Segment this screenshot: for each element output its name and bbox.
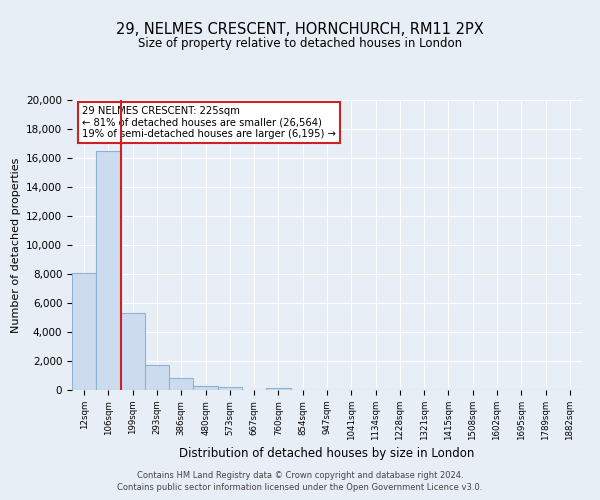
Bar: [145, 364, 169, 390]
Bar: [193, 386, 218, 390]
Text: 29 NELMES CRESCENT: 225sqm
← 81% of detached houses are smaller (26,564)
19% of : 29 NELMES CRESCENT: 225sqm ← 81% of deta…: [82, 106, 336, 139]
Text: Contains public sector information licensed under the Open Government Licence v3: Contains public sector information licen…: [118, 484, 482, 492]
X-axis label: Distribution of detached houses by size in London: Distribution of detached houses by size …: [179, 447, 475, 460]
Bar: [266, 388, 290, 390]
Y-axis label: Number of detached properties: Number of detached properties: [11, 158, 20, 332]
Bar: [218, 387, 242, 390]
Bar: [121, 313, 145, 390]
Text: Contains HM Land Registry data © Crown copyright and database right 2024.: Contains HM Land Registry data © Crown c…: [137, 471, 463, 480]
Bar: [72, 272, 96, 390]
Bar: [169, 378, 193, 390]
Text: Size of property relative to detached houses in London: Size of property relative to detached ho…: [138, 38, 462, 51]
Bar: [96, 151, 121, 390]
Text: 29, NELMES CRESCENT, HORNCHURCH, RM11 2PX: 29, NELMES CRESCENT, HORNCHURCH, RM11 2P…: [116, 22, 484, 38]
